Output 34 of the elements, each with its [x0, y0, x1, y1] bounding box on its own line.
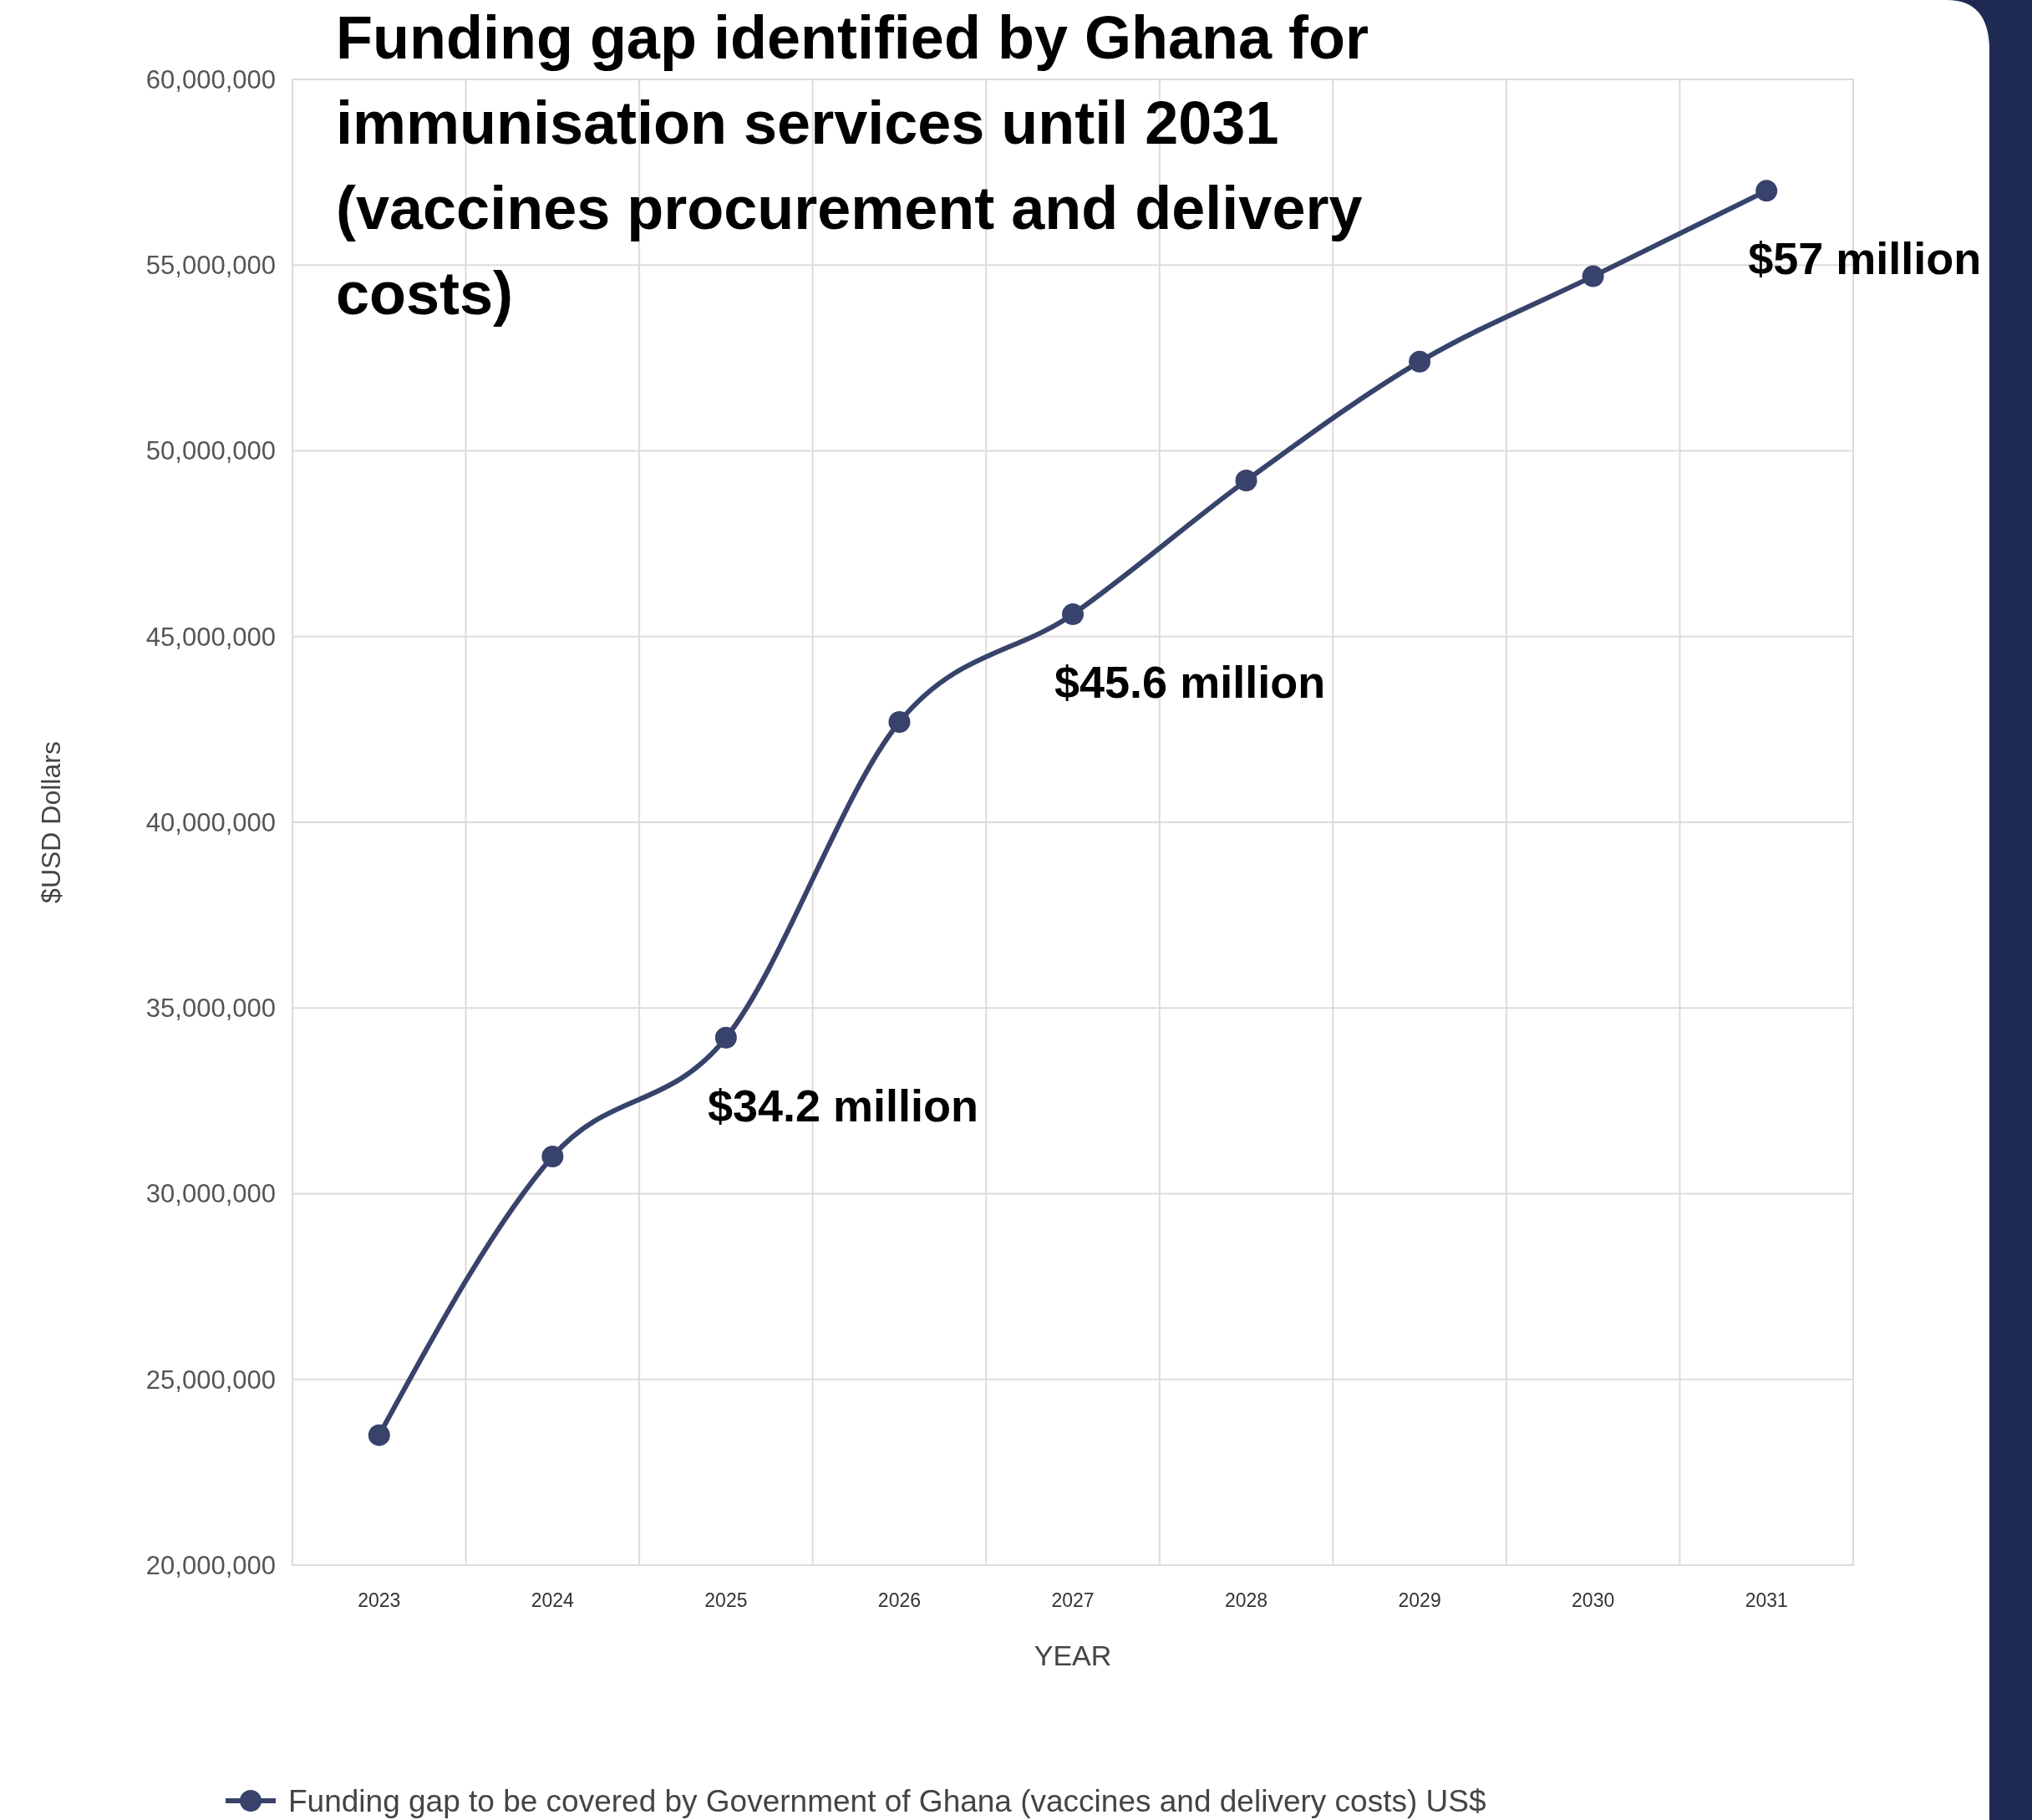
x-tick-label: 2030 — [1572, 1589, 1615, 1611]
y-tick-label: 25,000,000 — [145, 1365, 276, 1395]
text: Funding gap identified by Ghana for immunisation services until 2031 (vaccines procurement and delivery costs) — [336, 4, 1369, 327]
y-tick-label: 30,000,000 — [145, 1179, 276, 1209]
y-tick-label: 50,000,000 — [145, 436, 276, 466]
point — [1755, 180, 1778, 202]
point — [1582, 265, 1604, 287]
y-tick-label: 40,000,000 — [145, 807, 276, 837]
annotation: $57 million — [1748, 233, 1982, 284]
legend-label: Funding gap to be covered by Government of Ghana (vaccines and delivery costs) US$ — [288, 1783, 1486, 1818]
point — [1062, 603, 1084, 626]
y-axis-title: $USD Dollars — [36, 741, 66, 903]
y-tick-label: 35,000,000 — [145, 994, 276, 1024]
x-tick-label: 2028 — [1224, 1589, 1268, 1611]
x-tick-label: 2031 — [1745, 1589, 1788, 1611]
annotation: $34.2 million — [707, 1080, 979, 1131]
x-tick-label: 2025 — [704, 1589, 748, 1611]
point — [368, 1424, 390, 1446]
point — [714, 1026, 737, 1049]
point — [888, 710, 911, 733]
x-tick-label: 2026 — [877, 1589, 922, 1611]
point — [1409, 350, 1431, 373]
x-tick-label: 2024 — [531, 1589, 575, 1611]
y-tick-label: 45,000,000 — [145, 622, 276, 652]
x-axis-title: YEAR — [1034, 1640, 1112, 1671]
annotation: $45.6 million — [1054, 657, 1326, 708]
x-tick-label: 2023 — [358, 1589, 401, 1611]
y-tick-label: 60,000,000 — [145, 64, 276, 94]
x-tick-label: 2027 — [1051, 1589, 1095, 1611]
point — [1235, 470, 1257, 492]
y-tick-label: 20,000,000 — [145, 1550, 276, 1580]
y-tick-label: 55,000,000 — [145, 251, 276, 281]
x-tick-label: 2029 — [1398, 1589, 1441, 1611]
point — [541, 1146, 564, 1168]
